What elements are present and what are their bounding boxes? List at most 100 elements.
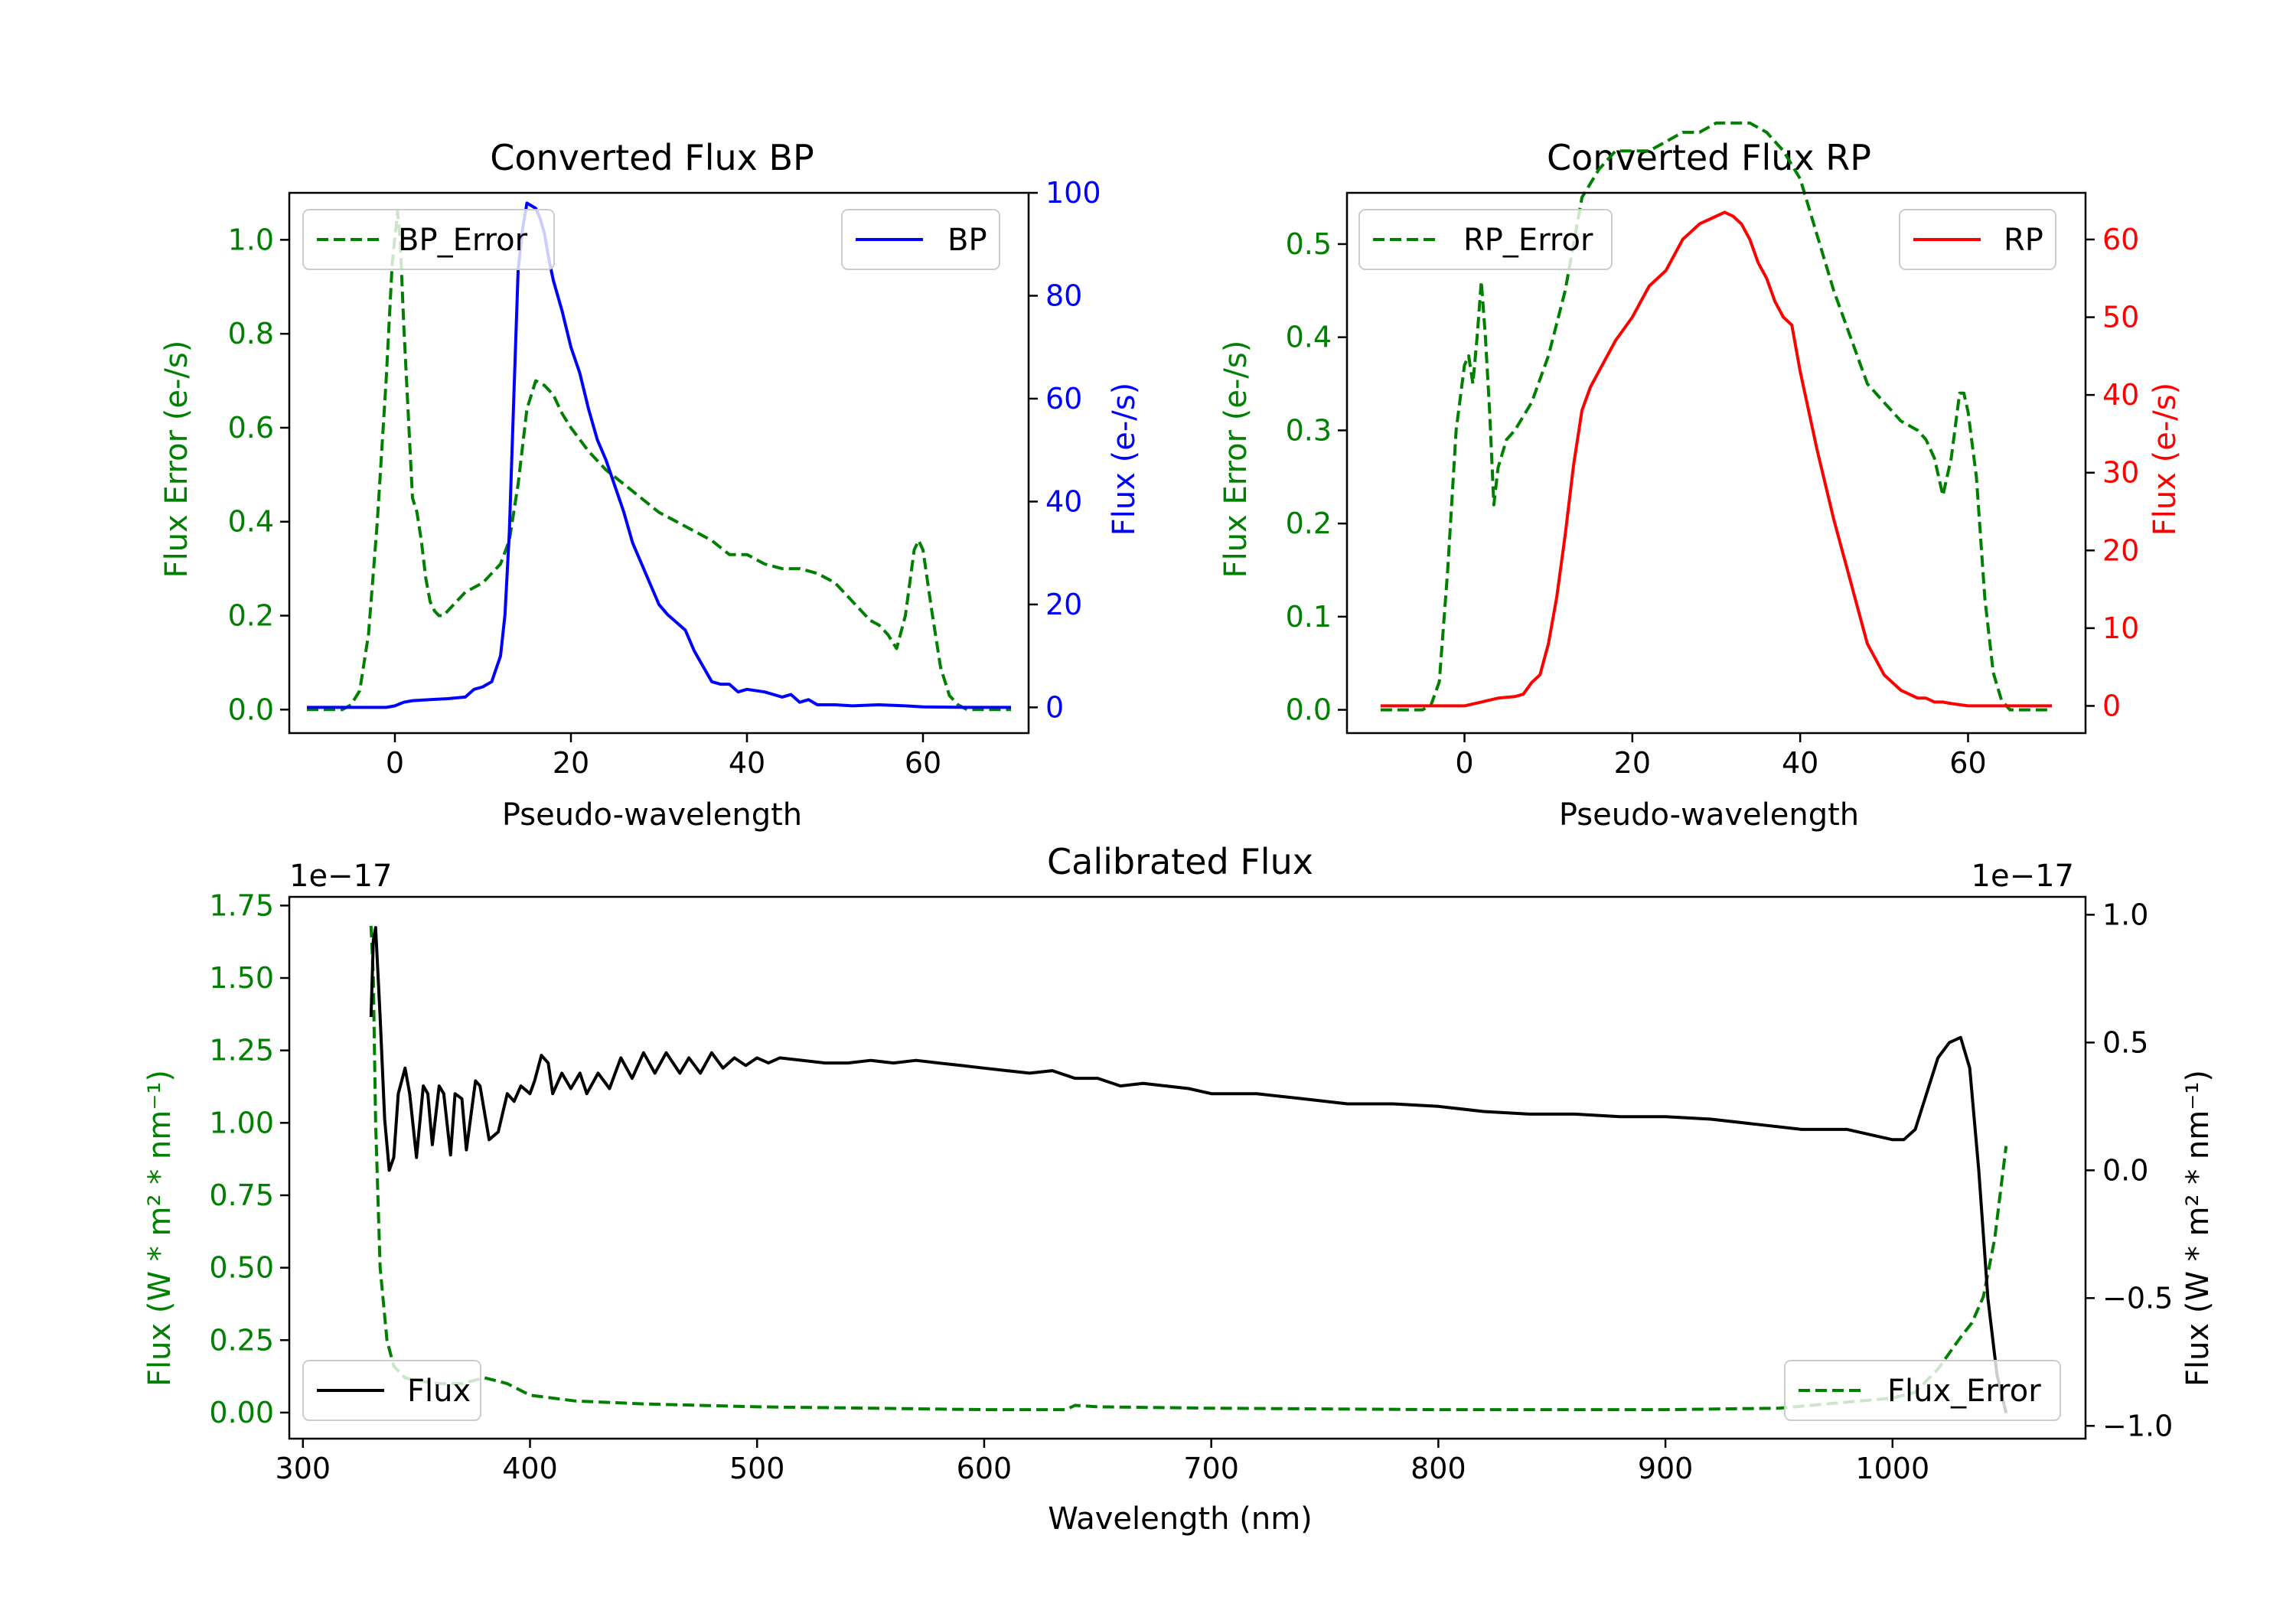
rp-x-label: Pseudo-wavelength: [1559, 797, 1859, 833]
rp-x-tick-label: 40: [1782, 746, 1818, 780]
cal-right-y-tick-label: −0.5: [2102, 1281, 2173, 1315]
bp-x-tick-label: 0: [386, 746, 404, 780]
cal-left-y-tick-label: 0.00: [209, 1396, 274, 1429]
rp-x-ticks: 0 20 40 60: [1455, 733, 1987, 780]
cal-error-legend: Flux_Error: [1784, 1360, 2061, 1421]
rp-left-y-tick-label: 0.2: [1286, 507, 1332, 540]
rp-right-y-label: Flux (e-/s): [2148, 383, 2183, 536]
rp-left-y-tick-label: 0.1: [1286, 600, 1332, 634]
cal-x-tick-label: 700: [1183, 1452, 1239, 1485]
rp-error-legend: RP_Error: [1358, 209, 1613, 270]
rp-left-y-tick-label: 0.3: [1286, 413, 1332, 447]
rp-axes-frame: [1345, 191, 2087, 735]
rp-x-tick-label: 60: [1949, 746, 1986, 780]
bp-right-y-tick-label: 100: [1045, 176, 1101, 210]
bp-left-y-tick-label: 0.8: [228, 317, 274, 350]
bp-x-label: Pseudo-wavelength: [502, 797, 802, 833]
cal-right-offset: 1e−17: [1971, 859, 2074, 894]
bp-left-y-ticks: 0.0 0.2 0.4 0.6 0.8 1.0: [228, 223, 289, 726]
bp-left-y-tick-label: 0.2: [228, 599, 274, 633]
cal-right-y-ticks: −1.0 −0.5 0.0 0.5 1.0: [2086, 898, 2173, 1442]
cal-x-tick-label: 800: [1411, 1452, 1466, 1485]
cal-x-ticks: 300 400 500 600 700 800 900 1000: [276, 1439, 1929, 1485]
bp-error-legend: BP_Error: [302, 209, 555, 270]
bp-left-y-tick-label: 0.6: [228, 411, 274, 445]
rp-right-y-tick-label: 10: [2102, 611, 2139, 645]
rp-panel: Converted Flux RP Pseudo-wavelength Flux…: [1218, 121, 2183, 833]
rp-series: [1380, 121, 2053, 712]
rp-right-y-tick-label: 20: [2102, 533, 2139, 567]
bp-right-y-label: Flux (e-/s): [1107, 383, 1142, 536]
rp-legend: RP: [1899, 209, 2056, 270]
cal-left-y-tick-label: 1.00: [209, 1106, 274, 1139]
bp-right-y-tick-label: 20: [1045, 588, 1082, 621]
rp-right-y-tick-label: 50: [2102, 301, 2139, 334]
cal-left-y-tick-label: 0.75: [209, 1178, 274, 1212]
cal-left-y-label: Flux (W * m² * nm⁻¹): [142, 1070, 178, 1387]
cal-left-y-tick-label: 1.75: [209, 888, 274, 922]
rp-error-legend-label: RP_Error: [1463, 223, 1593, 258]
bp-legend: BP: [841, 209, 1000, 270]
rp-left-y-ticks: 0.0 0.1 0.2 0.3 0.4 0.5: [1286, 227, 1347, 727]
bp-left-series-line: [307, 210, 1011, 712]
cal-x-tick-label: 600: [957, 1452, 1013, 1485]
cal-left-offset: 1e−17: [289, 859, 392, 894]
cal-flux-legend: Flux: [302, 1360, 481, 1421]
rp-left-y-tick-label: 0.5: [1286, 227, 1332, 261]
cal-error-legend-label: Flux_Error: [1887, 1374, 2041, 1409]
rp-right-y-tick-label: 40: [2102, 378, 2139, 412]
rp-x-tick-label: 0: [1455, 746, 1473, 780]
cal-x-tick-label: 300: [276, 1452, 331, 1485]
bp-legend-label: BP: [947, 223, 987, 258]
rp-title: Converted Flux RP: [1547, 137, 1871, 178]
bp-left-y-tick-label: 1.0: [228, 223, 274, 256]
cal-title: Calibrated Flux: [1047, 841, 1313, 882]
bp-title: Converted Flux BP: [490, 137, 814, 178]
cal-right-y-tick-label: 0.0: [2102, 1153, 2148, 1187]
cal-right-series-line: [369, 926, 2008, 1414]
bp-axes-frame: [288, 191, 1030, 735]
rp-right-series-line: [1380, 210, 2053, 708]
cal-left-y-ticks: 0.00 0.25 0.50 0.75 1.00 1.25 1.50 1.75: [209, 888, 289, 1429]
bp-x-tick-label: 40: [729, 746, 765, 780]
rp-right-y-tick-label: 0: [2102, 689, 2121, 722]
cal-right-y-label: Flux (W * m² * nm⁻¹): [2180, 1070, 2216, 1387]
cal-right-y-tick-label: −1.0: [2102, 1409, 2173, 1442]
rp-left-y-tick-label: 0.0: [1286, 693, 1332, 727]
cal-x-tick-label: 500: [729, 1452, 785, 1485]
bp-x-tick-label: 60: [905, 746, 941, 780]
cal-x-tick-label: 900: [1638, 1452, 1694, 1485]
cal-right-y-tick-label: 1.0: [2102, 898, 2148, 931]
rp-left-y-label: Flux Error (e-/s): [1218, 341, 1254, 579]
cal-left-y-tick-label: 1.25: [209, 1034, 274, 1068]
rp-right-y-tick-label: 30: [2102, 456, 2139, 490]
cal-right-y-tick-label: 0.5: [2102, 1025, 2148, 1059]
bp-right-y-tick-label: 80: [1045, 279, 1082, 312]
rp-legend-label: RP: [2004, 223, 2043, 258]
bp-left-y-label: Flux Error (e-/s): [159, 341, 194, 579]
cal-axes-frame: [288, 895, 2087, 1440]
rp-left-y-tick-label: 0.4: [1286, 321, 1332, 354]
rp-left-series-line: [1380, 121, 2053, 712]
bp-left-y-tick-label: 0.0: [228, 693, 274, 726]
rp-right-y-tick-label: 60: [2102, 223, 2139, 256]
cal-x-tick-label: 1000: [1855, 1452, 1929, 1485]
bp-x-ticks: 0 20 40 60: [386, 733, 941, 780]
bp-right-y-ticks: 0 20 40 60 80 100: [1029, 176, 1101, 724]
bp-left-y-tick-label: 0.4: [228, 505, 274, 539]
calibrated-panel: Calibrated Flux Wavelength (nm) Flux (W …: [142, 841, 2216, 1537]
bp-right-y-tick-label: 0: [1045, 690, 1064, 724]
bp-series: [307, 201, 1011, 712]
rp-x-tick-label: 20: [1614, 746, 1651, 780]
cal-left-y-tick-label: 0.50: [209, 1251, 274, 1285]
bp-x-tick-label: 20: [553, 746, 589, 780]
bp-error-legend-label: BP_Error: [398, 223, 528, 258]
cal-left-y-tick-label: 0.25: [209, 1323, 274, 1357]
bp-right-y-tick-label: 40: [1045, 484, 1082, 518]
cal-x-label: Wavelength (nm): [1048, 1501, 1313, 1537]
cal-x-tick-label: 400: [502, 1452, 558, 1485]
bp-right-y-tick-label: 60: [1045, 382, 1082, 416]
rp-right-y-ticks: 0 10 20 30 40 50 60: [2086, 223, 2139, 722]
bp-right-series-line: [307, 201, 1011, 709]
